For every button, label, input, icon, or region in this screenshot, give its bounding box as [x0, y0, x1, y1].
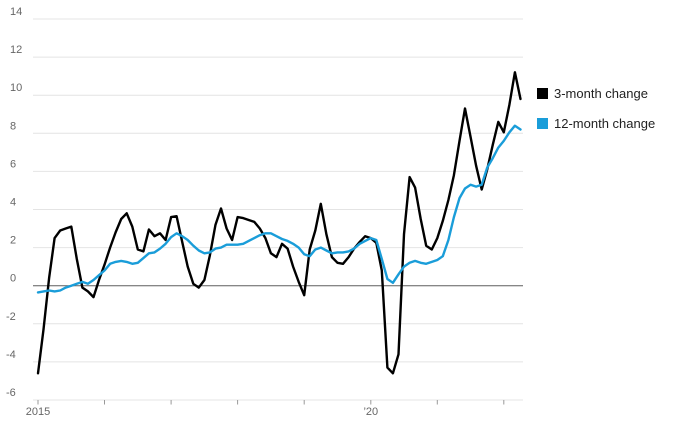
legend-swatch-12-month-icon: [537, 117, 548, 129]
y-axis-label: 6: [10, 158, 16, 170]
y-axis-label: 12: [10, 44, 22, 56]
y-axis-label: 14: [10, 6, 22, 18]
y-axis-label: -2: [6, 311, 16, 323]
y-axis-label: -4: [6, 349, 16, 361]
legend-item-3-month-change: 3-month change: [537, 83, 655, 103]
y-axis-label: 10: [10, 82, 22, 94]
legend-label-3-month: 3-month change: [554, 85, 648, 101]
legend-swatch-3-month-icon: [537, 87, 548, 99]
legend-item-12-month-change: 12-month change: [537, 113, 655, 133]
series-line-1: [36, 124, 522, 294]
y-axis-label: 2: [10, 235, 16, 247]
x-axis-label: 2015: [26, 406, 50, 418]
series-line-0: [36, 71, 522, 375]
legend-label-12-month: 12-month change: [554, 115, 656, 131]
y-axis-label: 4: [10, 197, 16, 209]
y-axis-label: -6: [6, 387, 16, 399]
y-axis-label: 8: [10, 120, 16, 132]
x-axis-label: ’20: [363, 406, 378, 418]
y-axis-label: 0: [10, 273, 16, 285]
chart-legend: 3-month change 12-month change: [537, 83, 655, 143]
